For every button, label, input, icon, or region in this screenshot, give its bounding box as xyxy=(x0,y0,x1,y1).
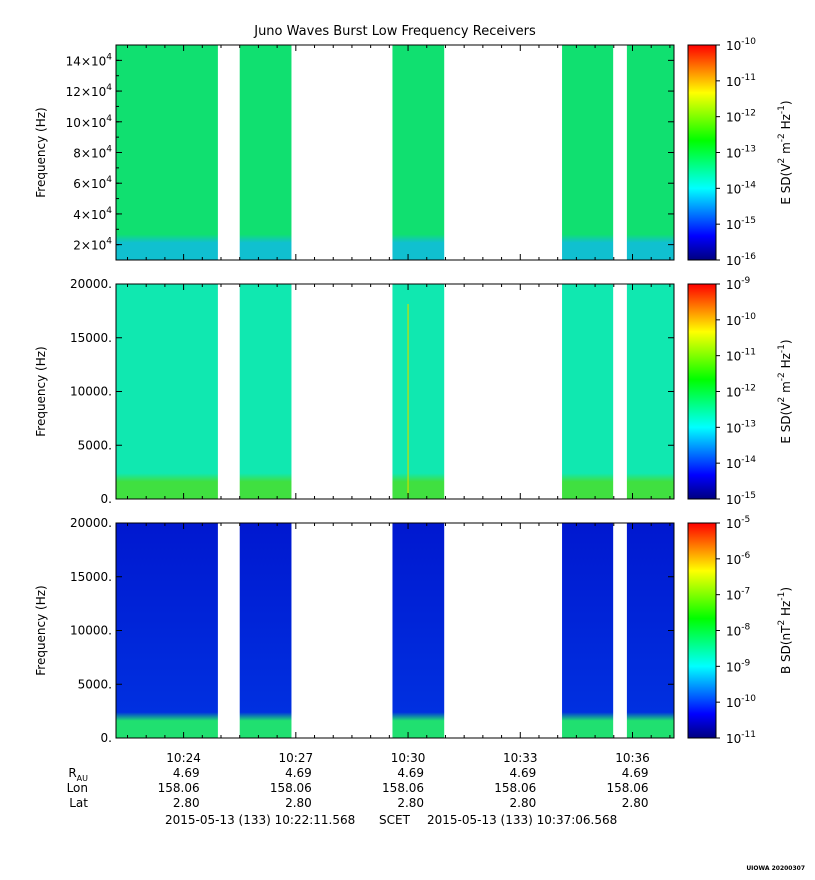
ephemeris-value: 158.06 xyxy=(494,781,536,795)
y-tick-label: 0. xyxy=(101,731,112,745)
colorbar-tick-label: 10-15 xyxy=(726,216,756,232)
colorbar-label: E SD(V2 m-2 Hz-1) xyxy=(777,100,793,204)
x-tick-label: 10:30 xyxy=(391,751,426,765)
y-axis-label: Frequency (Hz) xyxy=(34,107,48,198)
y-tick-label: 2×104 xyxy=(73,237,112,253)
data-block-top-2 xyxy=(239,45,292,260)
y-tick-label: 12×104 xyxy=(66,83,113,99)
y-tick-label: 0. xyxy=(101,492,112,506)
ephemeris-value: 2.80 xyxy=(397,796,424,810)
y-tick-label: 5000. xyxy=(78,438,112,452)
colorbar-tick-label: 10-9 xyxy=(726,658,751,674)
colorbar-middle xyxy=(687,283,717,500)
x-tick-label: 10:36 xyxy=(615,751,650,765)
y-tick-label: 20000. xyxy=(70,516,112,530)
x-tick-label: 10:27 xyxy=(279,751,314,765)
ephemeris-value: 158.06 xyxy=(158,781,200,795)
data-block-bottom-4 xyxy=(562,523,614,738)
footer-start: 2015-05-13 (133) 10:22:11.568 xyxy=(165,813,356,827)
data-block-middle-1 xyxy=(115,284,218,499)
data-block-bottom-3 xyxy=(392,523,445,738)
colorbar-tick-label: 10-13 xyxy=(726,419,756,435)
colorbar-tick-label: 10-14 xyxy=(726,180,756,196)
colorbar-tick-label: 10-5 xyxy=(726,515,750,531)
colorbar-tick-label: 10-14 xyxy=(726,455,756,471)
data-block-top-4 xyxy=(562,45,614,260)
chart-title: Juno Waves Burst Low Frequency Receivers xyxy=(254,24,536,39)
data-block-bottom-5 xyxy=(626,523,674,738)
colorbar-tick-label: 10-11 xyxy=(726,730,756,746)
y-tick-label: 15000. xyxy=(70,331,112,345)
data-block-top-5 xyxy=(626,45,674,260)
ephemeris-value: 158.06 xyxy=(606,781,648,795)
y-tick-label: 4×104 xyxy=(73,206,112,222)
y-tick-label: 8×104 xyxy=(73,145,112,161)
data-block-middle-2 xyxy=(239,284,292,499)
colorbar-tick-label: 10-11 xyxy=(726,348,756,364)
footer-end: 2015-05-13 (133) 10:37:06.568 xyxy=(427,813,618,827)
y-axis-label: Frequency (Hz) xyxy=(34,346,48,437)
data-block-bottom-2 xyxy=(239,523,292,738)
colorbar-top xyxy=(687,44,717,261)
data-block-middle-5 xyxy=(626,284,674,499)
ephemeris-value: 4.69 xyxy=(173,766,200,780)
panel-middle: 0. 5000. 10000. 15000. 20000. Frequency (Hz) 1… xyxy=(34,276,793,507)
colorbar-tick-label: 10-12 xyxy=(726,109,756,125)
y-tick-label: 10×104 xyxy=(66,114,113,130)
ephemeris-value: 4.69 xyxy=(622,766,649,780)
data-block-middle-4 xyxy=(562,284,614,499)
colorbar-label: E SD(V2 m-2 Hz-1) xyxy=(777,339,793,443)
colorbar-tick-label: 10-6 xyxy=(726,551,751,567)
colorbar-tick-label: 10-11 xyxy=(726,73,756,89)
version-stamp: UIOWA 20200307 xyxy=(746,865,805,872)
ephemeris-value: 2.80 xyxy=(285,796,312,810)
y-tick-label: 14×104 xyxy=(66,52,113,68)
colorbar-tick-label: 10-10 xyxy=(726,312,756,328)
ephemeris-value: 2.80 xyxy=(510,796,537,810)
ephemeris-value: 2.80 xyxy=(173,796,200,810)
colorbar-tick-label: 10-13 xyxy=(726,145,756,161)
colorbar-tick-label: 10-8 xyxy=(726,623,751,639)
data-block-middle-3 xyxy=(392,284,445,499)
colorbar-bottom xyxy=(687,522,717,739)
ephemeris-label: Lon xyxy=(67,781,88,795)
ephemeris-label: RAU xyxy=(68,766,88,783)
colorbar-label: B SD(nT2 Hz-1) xyxy=(777,587,793,674)
ephemeris-value: 4.69 xyxy=(510,766,537,780)
ephemeris-value: 2.80 xyxy=(622,796,649,810)
data-block-top-3 xyxy=(392,45,445,260)
y-tick-label: 6×104 xyxy=(73,175,112,191)
data-block-bottom-1 xyxy=(115,523,218,738)
ephemeris-value: 158.06 xyxy=(382,781,424,795)
x-tick-label: 10:33 xyxy=(503,751,538,765)
ephemeris-label: Lat xyxy=(69,796,88,810)
data-block-top-1 xyxy=(115,45,218,260)
colorbar-tick-label: 10-12 xyxy=(726,384,756,400)
x-tick-label: 10:24 xyxy=(166,751,201,765)
colorbar-tick-label: 10-10 xyxy=(726,694,756,710)
ephemeris-value: 158.06 xyxy=(270,781,312,795)
panel-bottom: 0. 5000. 10000. 15000. 20000. Frequency (Hz) 1… xyxy=(34,515,793,746)
ephemeris-value: 4.69 xyxy=(285,766,312,780)
y-tick-label: 10000. xyxy=(70,385,112,399)
colorbar-tick-label: 10-16 xyxy=(726,252,756,268)
colorbar-tick-label: 10-7 xyxy=(726,587,750,603)
y-axis-label: Frequency (Hz) xyxy=(34,585,48,676)
colorbar-tick-label: 10-9 xyxy=(726,276,751,292)
ephemeris-value: 4.69 xyxy=(397,766,424,780)
y-tick-label: 5000. xyxy=(78,677,112,691)
y-tick-label: 15000. xyxy=(70,570,112,584)
panel-top: 2×104 4×104 6×104 8×104 10×104 12×104 14×104 Fr… xyxy=(34,37,793,268)
footer-frame: SCET xyxy=(379,813,410,827)
colorbar-tick-label: 10-10 xyxy=(726,37,756,53)
colorbar-tick-label: 10-15 xyxy=(726,491,756,507)
y-tick-label: 10000. xyxy=(70,624,112,638)
y-tick-label: 20000. xyxy=(70,277,112,291)
